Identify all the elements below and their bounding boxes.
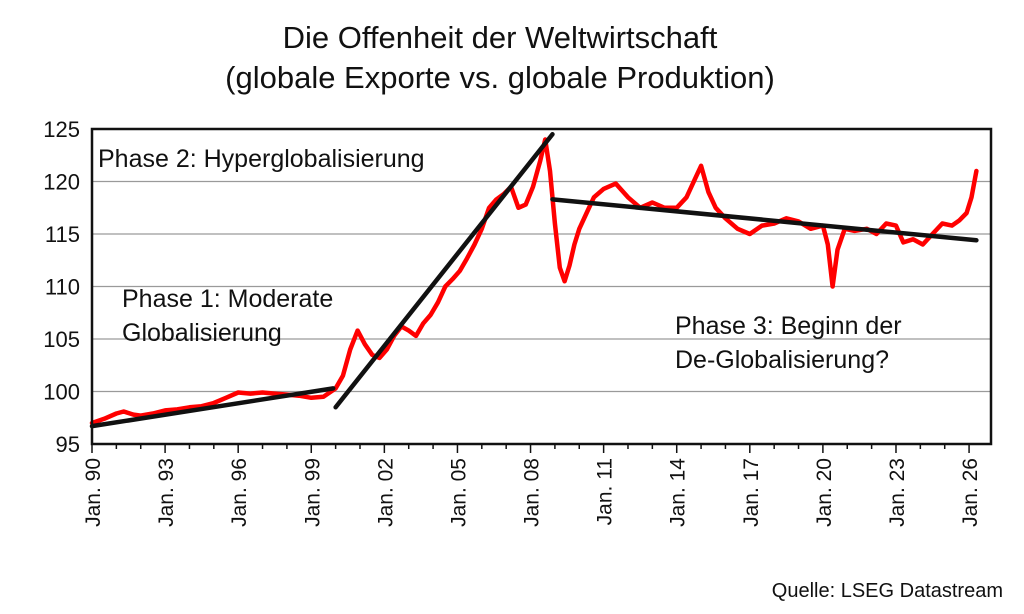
source-note: Quelle: LSEG Datastream bbox=[772, 580, 1003, 602]
y-tick-label: 120 bbox=[43, 170, 80, 195]
x-tick-label: Jan. 14 bbox=[667, 458, 690, 527]
x-tick-label: Jan. 90 bbox=[82, 458, 105, 527]
y-tick-label: 110 bbox=[45, 275, 80, 300]
trend-lines bbox=[89, 132, 979, 429]
annotation-phase-3-line-1: Phase 3: Beginn der bbox=[675, 312, 902, 340]
x-tick-label: Jan. 08 bbox=[521, 458, 544, 527]
x-tick-label: Jan. 26 bbox=[959, 458, 982, 527]
x-tick-label: Jan. 93 bbox=[155, 458, 178, 527]
y-tick-label: 95 bbox=[56, 432, 80, 457]
annotation-phase-3-line-2: De-Globalisierung? bbox=[675, 346, 889, 374]
trend-line bbox=[89, 386, 336, 429]
x-tick-label: Jan. 96 bbox=[228, 458, 251, 527]
plot-frame bbox=[90, 127, 993, 446]
x-axis: Jan. 90 Jan. 93 Jan. 96 Jan. 99 Jan. 02 Jan. … bbox=[82, 444, 982, 527]
x-tick-label: Jan. 17 bbox=[740, 458, 763, 527]
chart-subtitle: (globale Exporte vs. globale Produktion) bbox=[225, 60, 775, 95]
y-tick-label: 105 bbox=[43, 327, 80, 352]
y-tick-label: 100 bbox=[43, 380, 80, 405]
x-tick-label: Jan. 23 bbox=[886, 458, 909, 527]
annotation-phase-1-line-2: Globalisierung bbox=[122, 319, 282, 347]
annotation-phase-2-line-1: Phase 2: Hyperglobalisierung bbox=[98, 145, 425, 173]
annotation-phase-3: Phase 3: Beginn der De-Globalisierung? bbox=[675, 312, 902, 374]
x-tick-label: Jan. 02 bbox=[374, 458, 397, 527]
annotation-phase-1-line-1: Phase 1: Moderate bbox=[122, 285, 333, 313]
x-tick-label: Jan. 11 bbox=[594, 458, 617, 525]
y-axis: 95 100 105 110 115 120 125 bbox=[43, 117, 80, 457]
y-tick-label: 115 bbox=[45, 222, 80, 247]
chart-title: Die Offenheit der Weltwirtschaft bbox=[283, 20, 718, 55]
annotation-phase-2: Phase 2: Hyperglobalisierung bbox=[98, 145, 425, 173]
trend-line bbox=[333, 132, 555, 410]
x-tick-label: Jan. 20 bbox=[813, 458, 836, 527]
trend-line bbox=[550, 197, 979, 243]
annotation-phase-1: Phase 1: Moderate Globalisierung bbox=[122, 285, 333, 347]
y-tick-label: 125 bbox=[43, 117, 80, 142]
x-tick-label: Jan. 99 bbox=[301, 458, 324, 527]
x-tick-label: Jan. 05 bbox=[447, 458, 470, 527]
